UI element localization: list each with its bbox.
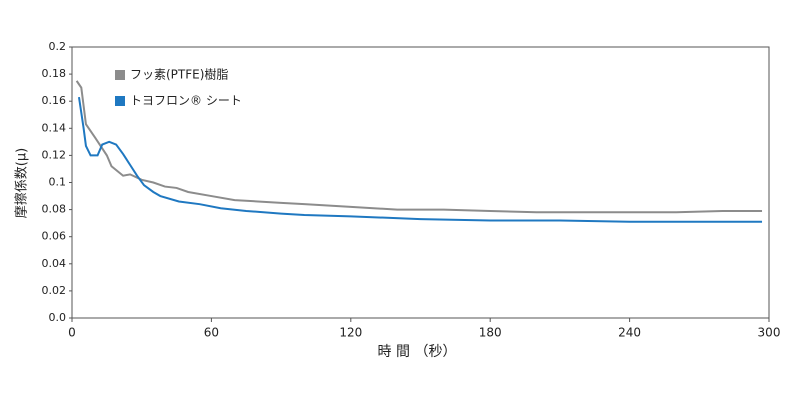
x-tick-label: 300 (758, 326, 781, 340)
x-tick-label: 240 (618, 326, 641, 340)
data-line (75, 80, 763, 214)
legend-swatch (115, 70, 125, 80)
y-tick-label: 0.2 (49, 40, 67, 53)
y-tick-label: 0.14 (42, 121, 67, 134)
x-tick-label: 0 (68, 326, 76, 340)
y-tick-label: 0.02 (42, 284, 67, 297)
y-tick-label: 0.12 (42, 148, 67, 161)
legend-label: トヨフロン® シート (130, 94, 242, 108)
y-tick-label: 0.0 (49, 311, 67, 324)
legend-swatch (115, 96, 125, 106)
plot-frame (71, 46, 770, 319)
y-axis-label: 摩擦係数(μ) (14, 148, 30, 218)
y-tick-label: 0.18 (42, 67, 67, 80)
y-tick-label: 0.08 (42, 203, 67, 216)
x-axis-label: 時 間 （秒） (378, 344, 457, 360)
legend-label: フッ素(PTFE)樹脂 (130, 67, 228, 82)
x-tick-label: 180 (479, 326, 502, 340)
x-tick-label: 60 (204, 326, 219, 340)
y-tick-label: 0.06 (42, 230, 67, 243)
y-tick-label: 0.04 (42, 257, 67, 270)
data-line (77, 96, 763, 223)
x-tick-label: 120 (339, 326, 362, 340)
y-tick-label: 0.16 (42, 94, 67, 107)
y-tick-label: 0.1 (49, 176, 67, 189)
